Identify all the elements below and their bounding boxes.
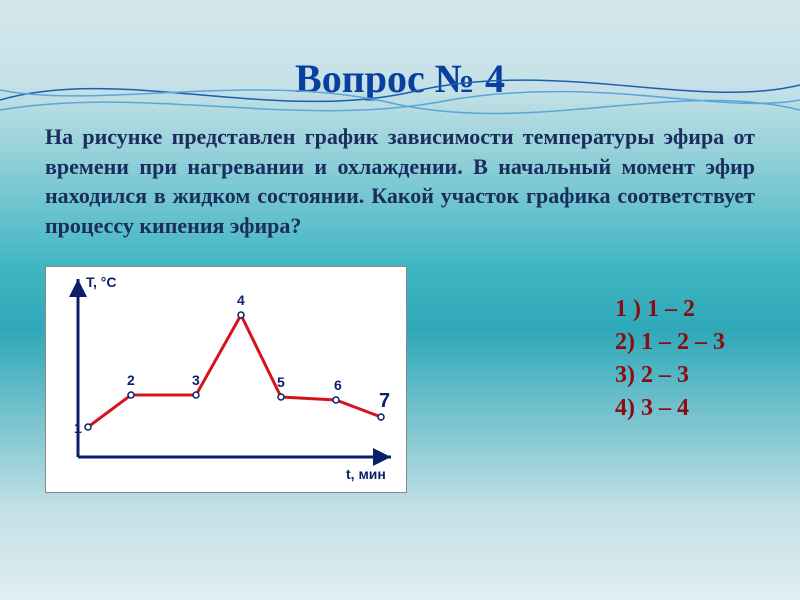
svg-text:4: 4 <box>237 292 245 308</box>
svg-text:5: 5 <box>277 374 285 390</box>
question-text: На рисунке представлен график зависимост… <box>45 122 755 241</box>
question-title: Вопрос № 4 <box>0 55 800 102</box>
svg-text:7: 7 <box>379 390 390 412</box>
svg-text:t, мин: t, мин <box>346 466 386 482</box>
answer-option-4: 4) 3 – 4 <box>615 395 725 422</box>
svg-text:2: 2 <box>127 372 135 388</box>
svg-text:3: 3 <box>192 372 200 388</box>
svg-text:6: 6 <box>334 377 342 393</box>
answer-option-3: 3) 2 – 3 <box>615 362 725 389</box>
answer-option-1: 1 ) 1 – 2 <box>615 296 725 323</box>
answer-options: 1 ) 1 – 2 2) 1 – 2 – 3 3) 2 – 3 4) 3 – 4 <box>615 296 725 428</box>
answer-option-2: 2) 1 – 2 – 3 <box>615 329 725 356</box>
temperature-chart: T, °C t, мин 1 2 3 4 5 6 7 <box>45 266 407 493</box>
svg-text:T, °C: T, °C <box>86 274 117 290</box>
svg-text:1: 1 <box>74 420 82 436</box>
